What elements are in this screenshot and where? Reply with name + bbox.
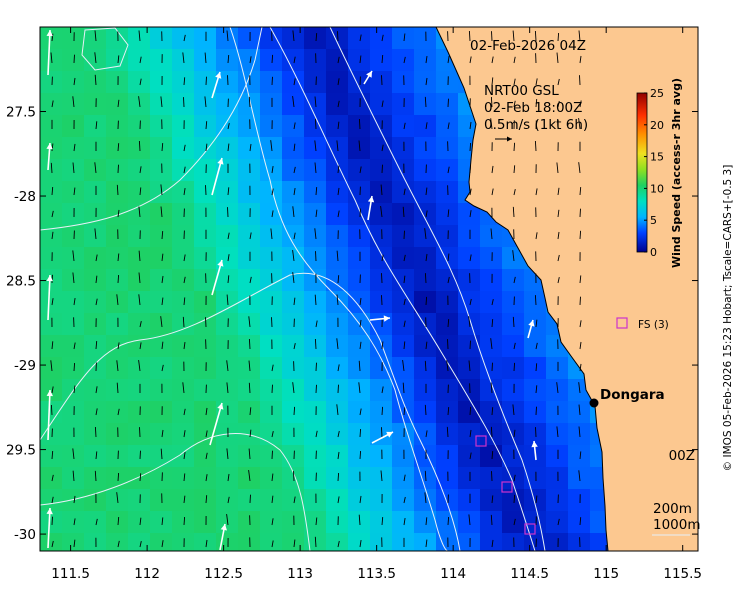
y-tick-label: 28.5 — [6, 274, 36, 290]
x-tick-label: 114 — [440, 566, 466, 582]
colorbar-tick-label: 15 — [650, 151, 664, 164]
colorbar-tick-label: 20 — [650, 119, 664, 132]
colorbar-tick-label: 25 — [650, 87, 664, 100]
y-tick-label: 29.5 — [6, 443, 36, 459]
colorbar — [637, 93, 647, 252]
valid-time-label: 02-Feb 18:00Z — [484, 100, 582, 116]
x-tick-label: 111.5 — [51, 566, 90, 582]
colorbar-label: Wind Speed (access-r 3hr avg) — [670, 78, 683, 268]
x-tick-label: 113.5 — [357, 566, 396, 582]
colorbar-tick-label: 10 — [650, 182, 664, 195]
map-date-title: 02-Feb-2026 04Z — [470, 38, 586, 54]
x-tick-label: 115 — [593, 566, 619, 582]
product-label: NRT00 GSL — [484, 83, 559, 99]
x-tick-label: 112.5 — [204, 566, 243, 582]
x-tick-label: 112 — [134, 566, 160, 582]
station-label: FS (3) — [638, 319, 669, 331]
x-tick-label: 114.5 — [510, 566, 549, 582]
city-label: Dongara — [600, 387, 665, 403]
colorbar-tick-label: 5 — [650, 214, 657, 227]
depth-200-label: 200m — [653, 501, 692, 517]
x-tick-label: 113 — [287, 566, 313, 582]
y-tick-label: 27.5 — [6, 105, 36, 121]
x-tick-label: 115.5 — [663, 566, 702, 582]
y-tick-label: -29 — [14, 358, 36, 374]
stray-time-label: 00Z — [669, 448, 695, 464]
y-tick-label: -28 — [14, 189, 36, 205]
y-tick-label: -30 — [14, 527, 36, 543]
colorbar-tick-label: 0 — [650, 246, 657, 259]
depth-1000-label: 1000m — [653, 517, 701, 533]
scale-label: 0.5m/s (1kt 6h) — [484, 117, 588, 133]
credit-text: © IMOS 05-Feb-2026 15:23 Hobart; Tscale=… — [722, 165, 734, 472]
city-dot-icon[interactable] — [590, 399, 599, 408]
